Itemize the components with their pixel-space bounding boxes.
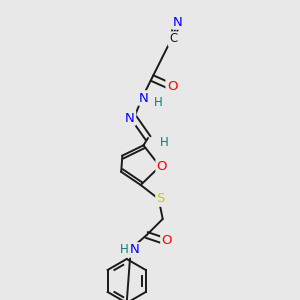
Text: H: H bbox=[120, 244, 129, 256]
Text: O: O bbox=[157, 160, 167, 173]
Text: O: O bbox=[167, 80, 177, 92]
Text: H: H bbox=[154, 97, 162, 110]
Text: S: S bbox=[157, 193, 165, 206]
Text: N: N bbox=[125, 112, 135, 124]
Text: O: O bbox=[161, 235, 172, 248]
Text: C: C bbox=[169, 32, 177, 46]
Text: N: N bbox=[139, 92, 149, 104]
Text: H: H bbox=[160, 136, 168, 148]
Text: N: N bbox=[130, 244, 140, 256]
Text: N: N bbox=[173, 16, 183, 28]
